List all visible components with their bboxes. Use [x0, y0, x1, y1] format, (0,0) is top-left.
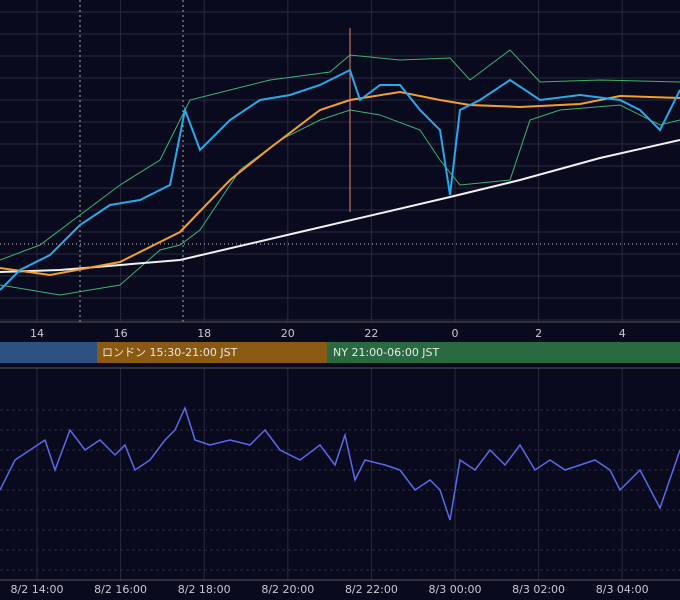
x-axis-label: 18 [197, 327, 211, 340]
x-axis-label: 4 [619, 327, 626, 340]
x-axis-label: 8/2 18:00 [178, 583, 231, 596]
x-axis-label: 8/2 16:00 [94, 583, 147, 596]
x-axis-label: 8/2 20:00 [261, 583, 314, 596]
x-axis-label: 20 [281, 327, 295, 340]
bollinger-upper [0, 49, 680, 261]
x-axis-label: 22 [364, 327, 378, 340]
price-candles [0, 68, 680, 291]
oscillator [0, 405, 680, 521]
x-axis-label: 8/3 00:00 [429, 583, 482, 596]
x-axis-label: 14 [30, 327, 44, 340]
x-axis-label: 8/2 22:00 [345, 583, 398, 596]
bollinger-lower [0, 104, 680, 296]
session-label: NY 21:00-06:00 JST [333, 346, 440, 359]
session-bar: ロンドン 15:30-21:00 JST NY 21:00-06:00 JST [0, 342, 680, 363]
x-axis-label: 16 [114, 327, 128, 340]
ny-session [327, 342, 680, 363]
grid [0, 0, 680, 580]
session-label: ロンドン 15:30-21:00 JST [102, 346, 238, 359]
long-moving-average [0, 139, 680, 273]
london-session [97, 342, 327, 363]
x-axis-label: 0 [452, 327, 459, 340]
x-axis-label: 2 [535, 327, 542, 340]
x-axis-label: 8/3 04:00 [596, 583, 649, 596]
x-axis-label: 8/3 02:00 [512, 583, 565, 596]
x-axis-label: 8/2 14:00 [11, 583, 64, 596]
tokyo-session [0, 342, 97, 363]
